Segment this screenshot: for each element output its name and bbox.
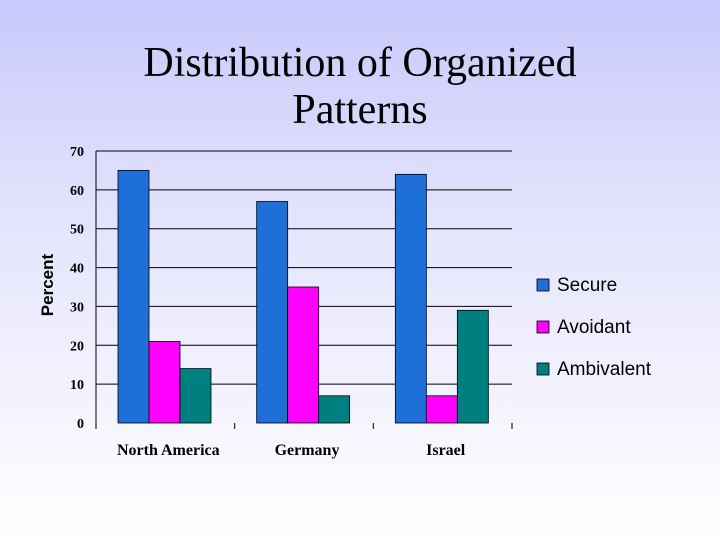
bar (394, 173, 427, 424)
legend-swatch (536, 362, 550, 376)
bar (318, 395, 351, 424)
bar (117, 170, 150, 424)
title-line-2: Patterns (292, 87, 428, 133)
bar (287, 286, 320, 424)
y-tick-label: 10 (70, 378, 84, 393)
x-tick-label: Israel (426, 442, 466, 459)
bar (148, 340, 181, 424)
legend-label: Secure (557, 275, 617, 296)
y-tick-label: 70 (70, 145, 84, 160)
legend-swatch (536, 320, 550, 334)
y-tick-label: 60 (70, 184, 84, 199)
bar (425, 395, 458, 424)
bar (179, 368, 212, 424)
title-line-1: Distribution of Organized (143, 40, 577, 86)
slide-title: Distribution of Organized Patterns (60, 40, 660, 134)
y-tick-label: 50 (70, 223, 84, 238)
y-axis-label: Percent (38, 253, 57, 316)
bar (256, 201, 289, 424)
legend-swatch (536, 278, 550, 292)
y-tick-label: 30 (70, 300, 84, 315)
x-tick-label: North America (117, 442, 220, 459)
legend-label: Ambivalent (557, 359, 652, 380)
legend-label: Avoidant (557, 317, 631, 338)
x-tick-label: Germany (275, 442, 340, 459)
y-tick-label: 40 (70, 262, 84, 277)
bar (456, 309, 489, 424)
y-tick-label: 0 (77, 417, 84, 432)
y-tick-label: 20 (70, 339, 84, 354)
